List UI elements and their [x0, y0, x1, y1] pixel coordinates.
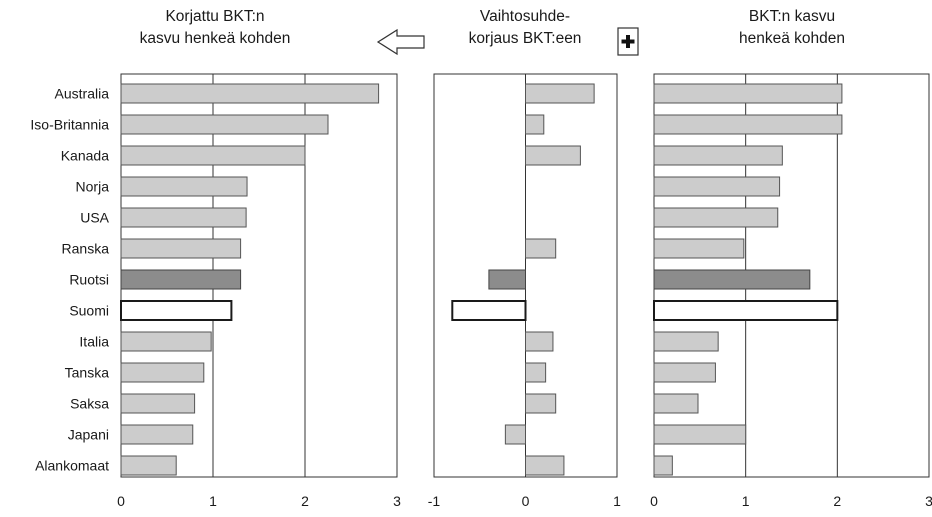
tick-label: 3 — [393, 493, 401, 509]
bar-italia — [120, 331, 212, 352]
category-label: USA — [80, 210, 109, 226]
bar-norja — [120, 176, 248, 197]
bar-tanska — [120, 362, 205, 383]
tick-label: -1 — [428, 493, 441, 509]
category-label: Alankomaat — [35, 458, 109, 474]
bar-suomi — [120, 300, 233, 321]
bar-iso-britannia — [525, 114, 545, 135]
category-label: Ranska — [62, 241, 110, 257]
category-label: Iso-Britannia — [30, 117, 109, 133]
tick-label: 1 — [742, 493, 750, 509]
bar-japani — [504, 424, 526, 445]
tick-label: 1 — [209, 493, 217, 509]
bar-saksa — [653, 393, 699, 414]
bar-alankomaat — [120, 455, 177, 476]
bar-norja — [653, 176, 781, 197]
category-label: Kanada — [61, 148, 109, 164]
panel-title: Vaihtosuhde-korjaus BKT:een — [469, 8, 582, 47]
bar-ruotsi — [120, 269, 242, 290]
bar-kanada — [653, 145, 783, 166]
tick-label: 2 — [301, 493, 309, 509]
category-label: Australia — [55, 86, 110, 102]
panel-title: Korjattu BKT:n kasvu henkeä kohden — [140, 8, 291, 47]
bar-kanada — [120, 145, 306, 166]
category-label: Italia — [79, 334, 109, 350]
tick-label: 0 — [522, 493, 530, 509]
category-label: Tanska — [65, 365, 110, 381]
plus-icon-bar-v — [626, 35, 630, 48]
bar-australia — [653, 83, 843, 104]
bar-italia — [525, 331, 554, 352]
bar-australia — [525, 83, 595, 104]
tick-label: 2 — [833, 493, 841, 509]
bar-suomi — [451, 300, 527, 321]
category-label: Ruotsi — [69, 272, 109, 288]
bar-saksa — [120, 393, 196, 414]
category-label: Suomi — [69, 303, 109, 319]
panel-title: BKT:n kasvu henkeä kohden — [739, 8, 845, 47]
tick-label: 0 — [117, 493, 125, 509]
bar-usa — [653, 207, 779, 228]
bar-japani — [653, 424, 747, 445]
tick-label: 3 — [925, 493, 932, 509]
plus-icon — [617, 27, 639, 56]
bar-kanada — [525, 145, 581, 166]
bar-alankomaat — [653, 455, 673, 476]
panel-1: 0 1 2 3 — [117, 73, 401, 509]
bar-saksa — [525, 393, 557, 414]
category-label: Japani — [68, 427, 109, 443]
bar-tanska — [525, 362, 547, 383]
tick-label: 1 — [613, 493, 621, 509]
panel-2: -1 0 1 — [428, 73, 621, 509]
bar-suomi — [653, 300, 839, 321]
bar-ruotsi — [653, 269, 811, 290]
bar-japani — [120, 424, 194, 445]
bar-tanska — [653, 362, 716, 383]
bar-australia — [120, 83, 380, 104]
bar-usa — [120, 207, 247, 228]
bar-ranska — [653, 238, 745, 259]
bar-iso-britannia — [120, 114, 329, 135]
left-arrow-icon — [376, 28, 425, 56]
tick-label: 0 — [650, 493, 658, 509]
panel-3: 0 1 2 3 — [650, 73, 932, 509]
bar-ranska — [120, 238, 242, 259]
bar-alankomaat — [525, 455, 565, 476]
bar-ranska — [525, 238, 557, 259]
bar-ruotsi — [488, 269, 526, 290]
bar-italia — [653, 331, 719, 352]
category-label: Norja — [76, 179, 110, 195]
bar-iso-britannia — [653, 114, 843, 135]
category-label: Saksa — [70, 396, 109, 412]
